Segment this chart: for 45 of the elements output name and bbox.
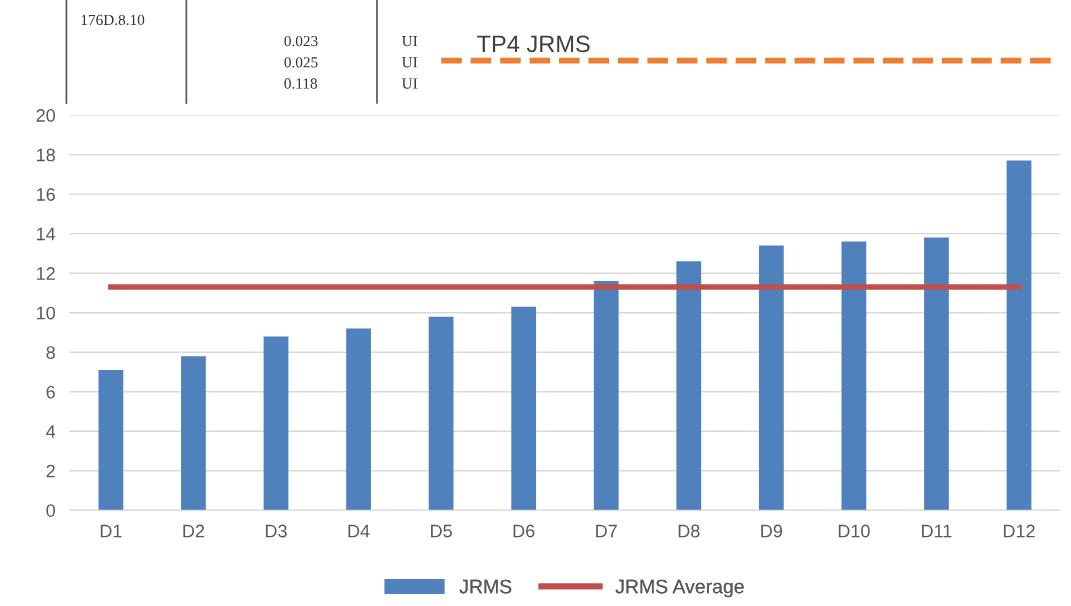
text: 0.025 (284, 57, 318, 68)
x-tick-label: D10 (838, 524, 870, 538)
y-tick-label: 16 (37, 188, 55, 201)
x-tick-label: D1 (100, 524, 122, 538)
bar (1006, 160, 1032, 511)
text: 0.023 (284, 35, 318, 47)
y-tick-label: 4 (46, 425, 56, 438)
y-tick-label: 0 (46, 504, 56, 517)
text: UI (401, 36, 418, 47)
x-tick-label: D5 (431, 524, 452, 538)
legend-label: JRMS Average (615, 579, 744, 598)
x-tick-label: D6 (513, 524, 535, 538)
y-tick-label: 2 (46, 464, 55, 478)
bar (346, 328, 371, 511)
x-tick-label: D8 (678, 524, 700, 538)
y-tick-label: 6 (46, 385, 55, 399)
bar (676, 261, 702, 511)
text: TP4 JRMS (477, 35, 590, 53)
x-tick-label: D2 (183, 524, 205, 538)
text: 0.118 (284, 78, 318, 89)
bar (263, 336, 289, 511)
y-tick-label: 10 (37, 306, 56, 320)
text: UI (401, 78, 418, 89)
y-tick-label: 12 (37, 267, 55, 280)
bar (428, 316, 454, 511)
x-tick-label: D4 (348, 524, 370, 538)
x-tick-label: D9 (761, 524, 783, 538)
bar (511, 306, 537, 511)
y-tick-label: 18 (37, 148, 55, 162)
y-tick-label: 14 (37, 227, 56, 241)
bar (98, 369, 124, 511)
x-tick-label: D11 (922, 524, 952, 538)
x-tick-label: D7 (596, 524, 617, 538)
text: UI (401, 57, 418, 68)
y-tick-label: 20 (36, 109, 56, 122)
bar (593, 281, 619, 511)
bar (841, 241, 867, 511)
legend-label: JRMS (459, 579, 512, 594)
bar (758, 245, 784, 511)
x-tick-label: D3 (265, 524, 287, 538)
bar (924, 237, 949, 511)
x-tick-label: D12 (1003, 524, 1035, 538)
text: 176D.8.10 (81, 14, 145, 26)
bar (181, 356, 206, 511)
y-tick-label: 8 (46, 346, 55, 359)
